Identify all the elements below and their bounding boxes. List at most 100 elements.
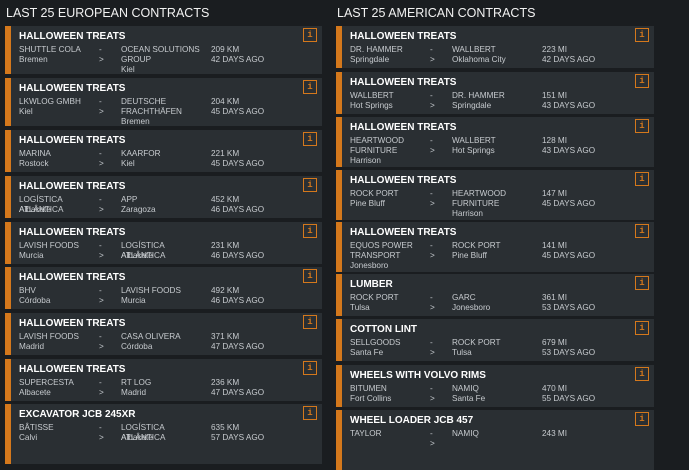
contract-card[interactable]: HALLOWEEN TREATS i LAVISH FOODS - LOGÍST… xyxy=(5,222,322,264)
info-icon[interactable]: i xyxy=(303,178,317,192)
info-icon[interactable]: i xyxy=(303,28,317,42)
distance: 204 KM xyxy=(211,97,240,106)
route-dash: - xyxy=(99,149,102,158)
distance: 141 MI xyxy=(542,241,568,250)
origin-company: LAVISH FOODS xyxy=(19,332,79,341)
info-icon[interactable]: i xyxy=(303,224,317,238)
info-icon[interactable]: i xyxy=(635,119,649,133)
contract-card[interactable]: HALLOWEEN TREATS i MARINA - KAARFOR 221 … xyxy=(5,130,322,172)
origin-company: MARINA xyxy=(19,149,51,158)
distance: 236 KM xyxy=(211,378,240,387)
route-dash: - xyxy=(99,241,102,250)
info-icon[interactable]: i xyxy=(635,321,649,335)
destination-company: DR. HAMMER xyxy=(452,91,505,100)
destination-city: Harrison xyxy=(452,209,483,218)
info-icon[interactable]: i xyxy=(303,315,317,329)
contract-card[interactable]: LUMBER i ROCK PORT - GARC 361 MI 53 DAYS… xyxy=(336,274,654,316)
cargo-name: HALLOWEEN TREATS xyxy=(19,181,126,192)
cargo-name: COTTON LINT xyxy=(350,324,418,335)
route-dash: - xyxy=(430,189,433,198)
info-icon[interactable]: i xyxy=(635,28,649,42)
time-ago: 47 DAYS AGO xyxy=(211,342,265,351)
info-icon[interactable]: i xyxy=(303,406,317,420)
info-icon[interactable]: i xyxy=(303,80,317,94)
info-icon-glyph: i xyxy=(639,30,645,40)
route-dash: - xyxy=(430,293,433,302)
origin-company: LKWLOG GMBH xyxy=(19,97,81,106)
info-icon-glyph: i xyxy=(639,174,645,184)
origin-company: EQUOS POWER TRANSPORT xyxy=(350,241,413,260)
destination-city: Hot Springs xyxy=(452,146,495,155)
info-icon[interactable]: i xyxy=(635,412,649,426)
contract-card[interactable]: HALLOWEEN TREATS i HEARTWOOD FURNITURE -… xyxy=(336,117,654,167)
info-icon-glyph: i xyxy=(639,369,645,379)
contract-card[interactable]: HALLOWEEN TREATS i LAVISH FOODS - CASA O… xyxy=(5,313,322,355)
contract-card[interactable]: EXCAVATOR JCB 245XR i BÂTISSE - LOGÍSTIC… xyxy=(5,404,322,464)
destination-city: Tulsa xyxy=(452,348,472,357)
info-icon[interactable]: i xyxy=(635,224,649,238)
time-ago: 43 DAYS AGO xyxy=(542,146,596,155)
contract-card[interactable]: HALLOWEEN TREATS i ROCK PORT - HEARTWOOD… xyxy=(336,170,654,220)
european-contracts-title: LAST 25 EUROPEAN CONTRACTS xyxy=(6,6,210,20)
origin-company: SUPERCESTA xyxy=(19,378,74,387)
destination-city: Albacete xyxy=(121,251,153,260)
origin-city: Jonesboro xyxy=(350,261,389,270)
time-ago: 53 DAYS AGO xyxy=(542,303,596,312)
distance: 470 MI xyxy=(542,384,568,393)
route-arrow: > xyxy=(430,55,435,64)
info-icon[interactable]: i xyxy=(635,172,649,186)
route-dash: - xyxy=(430,136,433,145)
origin-city: Santa Fe xyxy=(350,348,384,357)
american-contracts-column: LAST 25 AMERICAN CONTRACTS HALLOWEEN TRE… xyxy=(336,0,654,470)
route-arrow: > xyxy=(430,251,435,260)
info-icon-glyph: i xyxy=(307,271,313,281)
info-icon-glyph: i xyxy=(307,363,313,373)
cargo-name: HALLOWEEN TREATS xyxy=(350,77,457,88)
destination-city: Santa Fe xyxy=(452,394,486,403)
contract-card[interactable]: HALLOWEEN TREATS i SHUTTLE COLA - OCEAN … xyxy=(5,26,322,74)
origin-city: Harrison xyxy=(350,156,381,165)
time-ago: 45 DAYS AGO xyxy=(542,251,596,260)
route-dash: - xyxy=(99,45,102,54)
route-dash: - xyxy=(99,423,102,432)
contract-card[interactable]: WHEEL LOADER JCB 457 i TAYLOR - NAMIQ 24… xyxy=(336,410,654,470)
distance: 128 MI xyxy=(542,136,568,145)
info-icon[interactable]: i xyxy=(635,74,649,88)
contract-card[interactable]: HALLOWEEN TREATS i SUPERCESTA - RT LOG 2… xyxy=(5,359,322,401)
destination-city: Pine Bluff xyxy=(452,251,487,260)
origin-city: Murcia xyxy=(19,251,44,260)
cargo-name: EXCAVATOR JCB 245XR xyxy=(19,409,136,420)
destination-city: Madrid xyxy=(121,388,147,397)
cargo-name: WHEEL LOADER JCB 457 xyxy=(350,415,474,426)
info-icon[interactable]: i xyxy=(635,367,649,381)
contract-card[interactable]: HALLOWEEN TREATS i LOGÍSTICA ATLÂNTICA -… xyxy=(5,176,322,218)
contract-card[interactable]: HALLOWEEN TREATS i LKWLOG GMBH - DEUTSCH… xyxy=(5,78,322,126)
time-ago: 53 DAYS AGO xyxy=(542,348,596,357)
info-icon[interactable]: i xyxy=(303,361,317,375)
distance: 223 MI xyxy=(542,45,568,54)
route-dash: - xyxy=(99,332,102,341)
info-icon[interactable]: i xyxy=(635,276,649,290)
info-icon[interactable]: i xyxy=(303,269,317,283)
time-ago: 45 DAYS AGO xyxy=(211,107,265,116)
contract-card[interactable]: HALLOWEEN TREATS i BHV - LAVISH FOODS 49… xyxy=(5,267,322,309)
cargo-name: HALLOWEEN TREATS xyxy=(19,135,126,146)
route-dash: - xyxy=(99,286,102,295)
info-icon[interactable]: i xyxy=(303,132,317,146)
route-arrow: > xyxy=(430,303,435,312)
route-arrow: > xyxy=(99,55,104,64)
info-icon-glyph: i xyxy=(639,278,645,288)
destination-company: LAVISH FOODS xyxy=(121,286,181,295)
info-icon-glyph: i xyxy=(639,76,645,86)
contract-card[interactable]: HALLOWEEN TREATS i DR. HAMMER - WALLBERT… xyxy=(336,26,654,68)
origin-company: BHV xyxy=(19,286,36,295)
route-arrow: > xyxy=(99,205,104,214)
contract-card[interactable]: HALLOWEEN TREATS i WALLBERT - DR. HAMMER… xyxy=(336,72,654,114)
origin-company: TAYLOR xyxy=(350,429,382,438)
contract-card[interactable]: HALLOWEEN TREATS i EQUOS POWER TRANSPORT… xyxy=(336,222,654,272)
destination-city: Murcia xyxy=(121,296,146,305)
contract-card[interactable]: COTTON LINT i SELLGOODS - ROCK PORT 679 … xyxy=(336,319,654,361)
destination-company: GARC xyxy=(452,293,476,302)
origin-city: Albacete xyxy=(19,388,51,397)
contract-card[interactable]: WHEELS WITH VOLVO RIMS i BITUMEN - NAMIQ… xyxy=(336,365,654,407)
